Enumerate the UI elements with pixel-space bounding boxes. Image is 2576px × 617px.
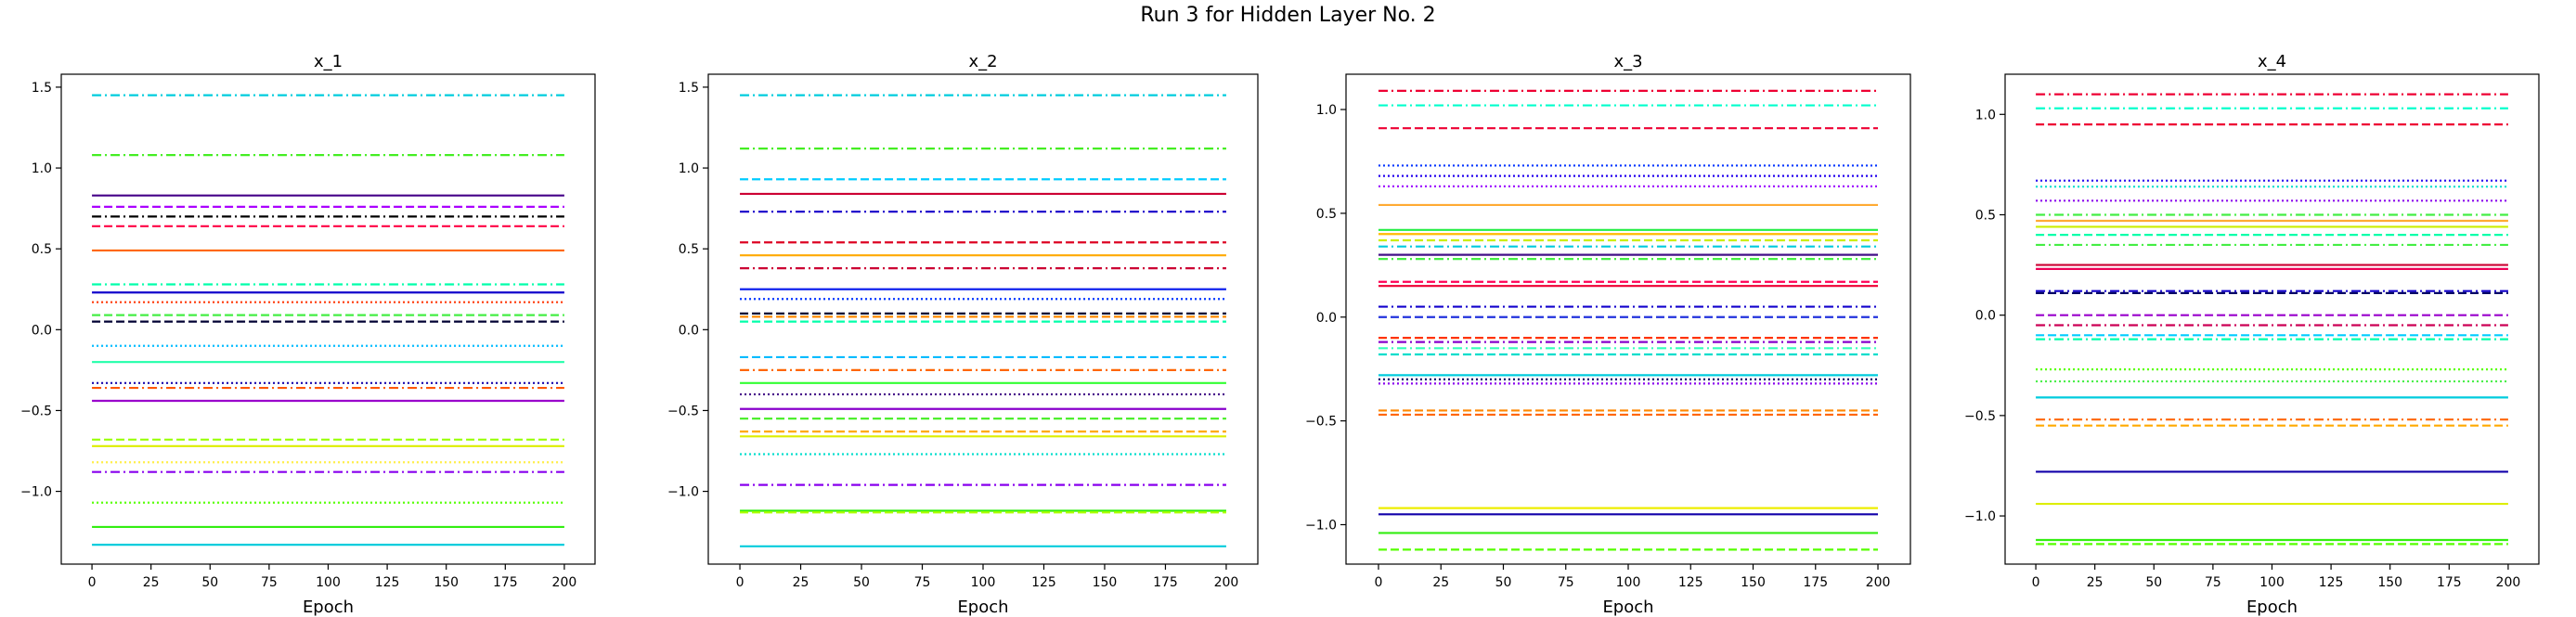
x-tick-label: 125 [1678, 575, 1703, 590]
x-tick-label: 0 [736, 575, 744, 590]
x-tick-label: 100 [971, 575, 996, 590]
y-tick-label: −0.5 [1964, 409, 1996, 424]
x-tick-label: 0 [2032, 575, 2040, 590]
subplot-x4: 0 25 50 75 100 125 150 175 200 −1.0 −0.5 0.0 0.5 1.0 x… [1964, 52, 2540, 617]
y-tick-label: 1.5 [32, 81, 52, 96]
x-tick-label: 25 [1432, 575, 1449, 590]
x-tick-label: 150 [434, 575, 459, 590]
y-tick-label: 0.0 [679, 323, 699, 338]
x-tick-label: 150 [1741, 575, 1766, 590]
y-tick-label: 0.5 [679, 242, 699, 257]
axes-frame [60, 73, 596, 565]
x-tick-label: 50 [853, 575, 870, 590]
x-tick-label: 125 [375, 575, 400, 590]
x-tick-label: 200 [1866, 575, 1891, 590]
y-tick-label: 0.0 [32, 323, 52, 338]
x-axis-label: Epoch [957, 598, 1008, 617]
y-tick-label: 1.0 [679, 161, 699, 176]
x-tick-label: 50 [1495, 575, 1512, 590]
y-tick-label: 0.5 [32, 242, 52, 257]
x-tick-label: 75 [261, 575, 278, 590]
x-tick-label: 25 [143, 575, 160, 590]
x-tick-label: 50 [2145, 575, 2162, 590]
x-tick-label: 25 [2087, 575, 2104, 590]
y-tick-label: −1.0 [1305, 518, 1337, 533]
subplot-title: x_2 [968, 52, 997, 71]
x-axis-label: Epoch [303, 598, 354, 617]
y-tick-label: −1.0 [1964, 509, 1996, 524]
y-tick-label: 0.0 [1316, 311, 1337, 326]
x-tick-label: 175 [1153, 575, 1178, 590]
y-tick-label: 1.5 [679, 81, 699, 96]
y-tick-label: 1.0 [1316, 103, 1337, 118]
y-tick-label: 0.0 [1975, 309, 1996, 324]
axes-frame [1345, 73, 1911, 565]
subplot-x2: 0 25 50 75 100 125 150 175 200 −1.0 −0.5 0.0 0.5 1.0 1… [667, 52, 1259, 617]
axes-frame [2004, 73, 2540, 565]
y-tick-label: −0.5 [667, 404, 699, 418]
x-tick-label: 0 [1375, 575, 1383, 590]
figure-title: Run 3 for Hidden Layer No. 2 [1140, 4, 1436, 27]
y-tick-label: −1.0 [667, 485, 699, 500]
x-tick-label: 100 [316, 575, 341, 590]
y-tick-label: 0.5 [1316, 207, 1337, 222]
subplot-title: x_4 [2258, 52, 2286, 71]
x-tick-label: 200 [552, 575, 577, 590]
subplot-x3: 0 25 50 75 100 125 150 175 200 −1.0 −0.5 0.0 0.5 1.0 x… [1305, 52, 1911, 617]
x-tick-label: 175 [493, 575, 518, 590]
x-axis-label: Epoch [2246, 598, 2298, 617]
x-tick-label: 150 [2377, 575, 2402, 590]
x-tick-label: 75 [1558, 575, 1574, 590]
y-tick-label: −0.5 [1305, 415, 1337, 430]
x-tick-label: 200 [2496, 575, 2521, 590]
x-tick-label: 175 [1803, 575, 1828, 590]
x-tick-label: 75 [914, 575, 931, 590]
x-tick-label: 175 [2437, 575, 2462, 590]
x-tick-label: 50 [201, 575, 218, 590]
x-tick-label: 75 [2205, 575, 2221, 590]
y-tick-label: −1.0 [20, 485, 52, 500]
y-tick-label: 1.0 [1975, 108, 1996, 122]
y-tick-label: 1.0 [32, 161, 52, 176]
x-tick-label: 125 [1031, 575, 1056, 590]
x-tick-label: 100 [1616, 575, 1641, 590]
x-axis-label: Epoch [1602, 598, 1653, 617]
y-tick-label: 0.5 [1975, 208, 1996, 223]
x-tick-label: 100 [2259, 575, 2285, 590]
x-tick-label: 25 [793, 575, 809, 590]
x-tick-label: 0 [88, 575, 97, 590]
subplot-title: x_1 [314, 52, 343, 71]
subplot-title: x_3 [1613, 52, 1642, 71]
subplot-x1: 0 25 50 75 100 125 150 175 200 −1.0 −0.5 0.0 0.5 1.0 1… [20, 52, 596, 617]
x-tick-label: 150 [1093, 575, 1118, 590]
x-tick-label: 125 [2319, 575, 2344, 590]
y-tick-label: −0.5 [20, 404, 52, 418]
x-tick-label: 200 [1214, 575, 1239, 590]
